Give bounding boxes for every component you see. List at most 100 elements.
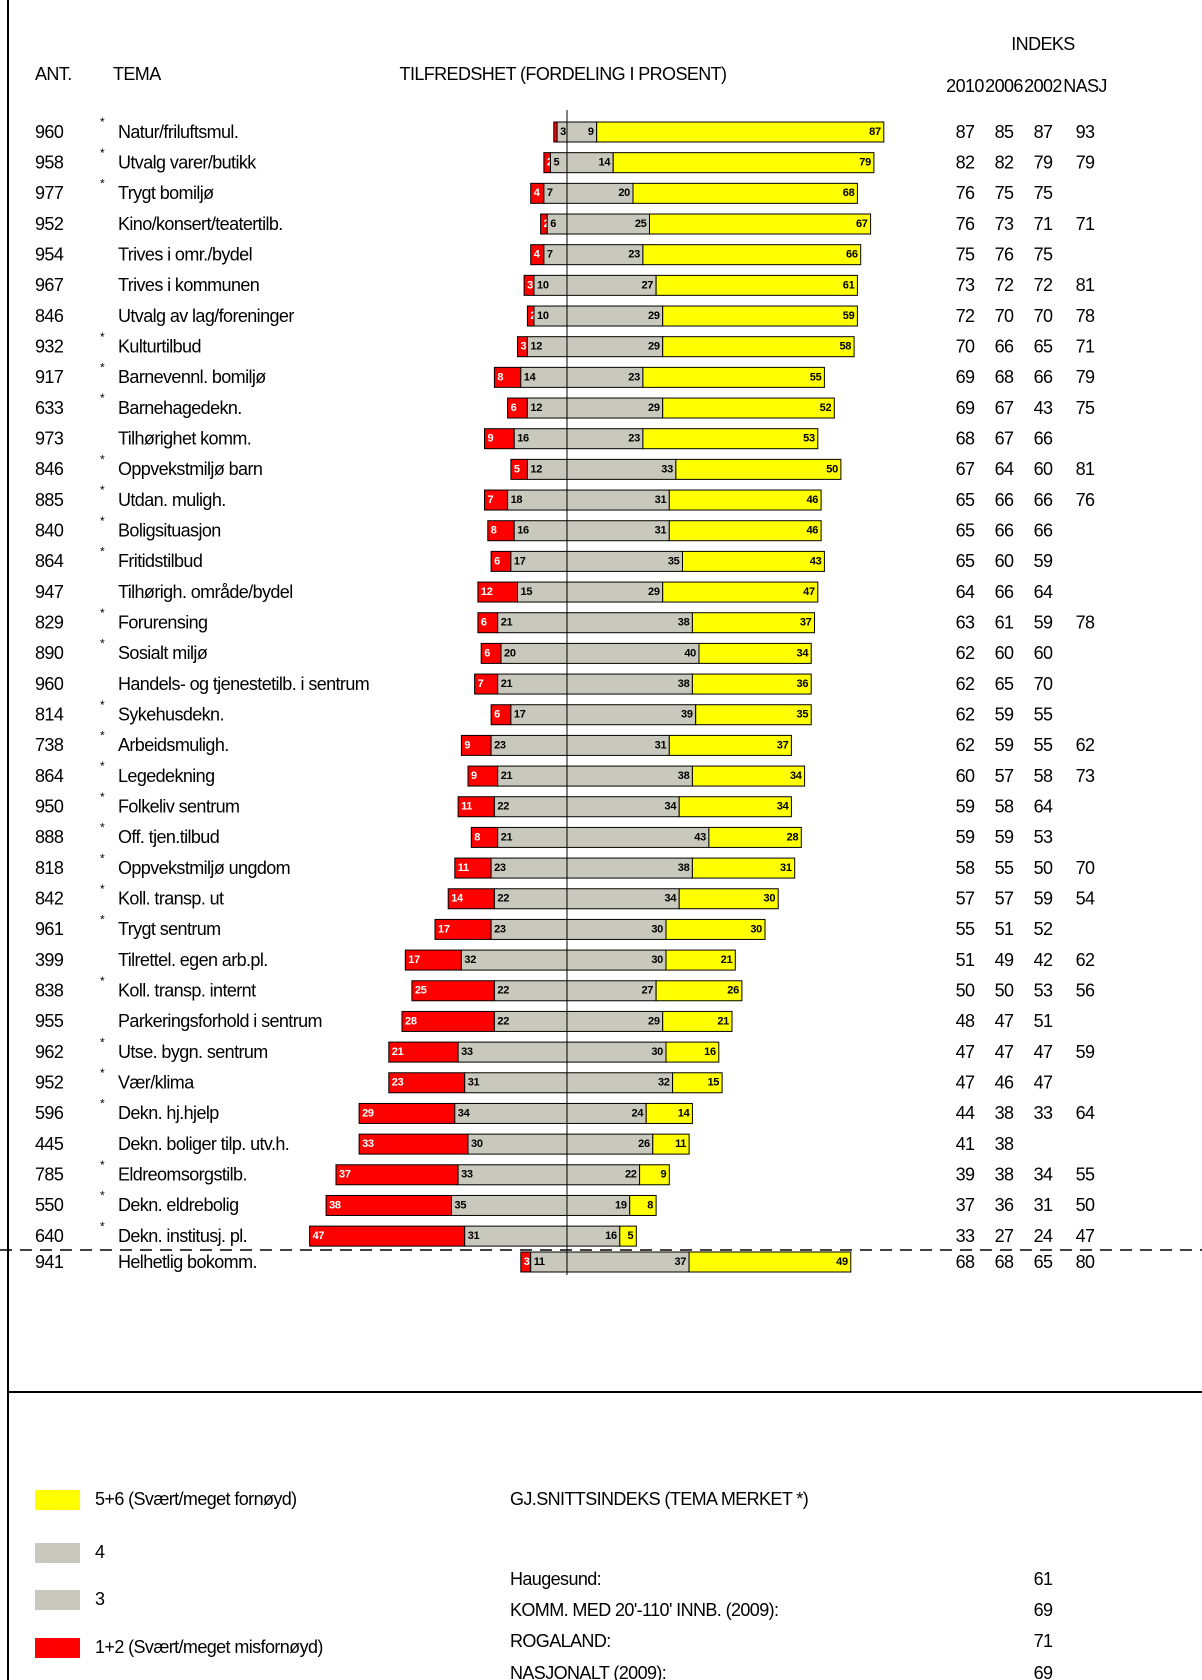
index-value: 60 — [995, 551, 1014, 571]
ant-value: 738 — [35, 735, 64, 755]
index-value: 93 — [1076, 122, 1095, 142]
tema-label: Tilrettel. egen arb.pl. — [118, 950, 268, 970]
index-value: 59 — [956, 796, 975, 816]
index-value: 68 — [995, 1252, 1014, 1272]
segment-label: 7 — [547, 249, 553, 261]
bar-segment — [668, 489, 822, 511]
index-value: 66 — [1034, 490, 1053, 510]
index-value: 24 — [1034, 1226, 1053, 1246]
bar-segment — [454, 1102, 568, 1124]
segment-label: 23 — [628, 249, 640, 261]
tema-label: Sosialt miljø — [118, 643, 208, 663]
index-value: 80 — [1076, 1252, 1095, 1272]
star-mark: * — [100, 177, 105, 191]
bar-segment — [691, 612, 816, 634]
ant-value: 977 — [35, 183, 64, 203]
index-value: 62 — [1076, 735, 1095, 755]
index-value: 55 — [1076, 1165, 1095, 1185]
ant-value: 445 — [35, 1134, 64, 1154]
index-value: 38 — [995, 1165, 1014, 1185]
segment-label: 11 — [461, 801, 472, 813]
tema-label: Koll. transp. internt — [118, 981, 256, 1001]
index-value: 57 — [995, 889, 1014, 909]
ant-value: 954 — [35, 244, 64, 264]
bar-segment — [566, 704, 697, 726]
index-value: 59 — [995, 827, 1014, 847]
bar-segment — [662, 305, 858, 327]
index-value: 73 — [956, 275, 975, 295]
star-mark: * — [100, 361, 105, 375]
index-value: 65 — [1034, 336, 1053, 356]
ant-value: 941 — [35, 1252, 64, 1272]
tema-label: Dekn. eldrebolig — [118, 1195, 238, 1215]
index-value: 57 — [956, 889, 975, 909]
segment-label: 16 — [605, 1230, 617, 1242]
index-value: 67 — [956, 459, 975, 479]
ant-value: 842 — [35, 889, 64, 909]
bar-segment — [566, 1251, 690, 1273]
index-value: 76 — [956, 214, 975, 234]
segment-label: 15 — [707, 1077, 719, 1089]
segment-label: 19 — [615, 1199, 627, 1211]
segment-label: 20 — [504, 647, 516, 659]
segment-label: 17 — [514, 555, 526, 567]
bar-segment — [460, 949, 568, 971]
index-value: 75 — [1034, 244, 1053, 264]
index-value: 55 — [995, 858, 1014, 878]
bar-segment — [645, 1102, 693, 1124]
segment-label: 23 — [494, 739, 506, 751]
bar-segment — [698, 642, 812, 664]
segment-label: 14 — [524, 371, 537, 383]
bar-segment — [629, 1194, 657, 1216]
bar-segment — [662, 581, 819, 603]
index-value: 55 — [956, 919, 975, 939]
star-mark: * — [100, 606, 105, 620]
tema-label: Parkeringsforhold i sentrum — [118, 1011, 322, 1031]
segment-label: 33 — [661, 463, 673, 475]
index-value: 73 — [995, 214, 1014, 234]
segment-label: 6 — [494, 709, 500, 721]
index-value: 50 — [995, 981, 1014, 1001]
segment-label: 34 — [458, 1107, 471, 1119]
index-value: 51 — [1034, 1011, 1053, 1031]
tema-label: Tilhørigh. område/bydel — [118, 582, 293, 602]
segment-label: 39 — [681, 709, 693, 721]
segment-label: 23 — [494, 862, 506, 874]
bar-segment — [566, 765, 693, 787]
index-value: 71 — [1034, 214, 1053, 234]
index-value: 59 — [1034, 889, 1053, 909]
index-value: 70 — [956, 336, 975, 356]
star-mark: * — [100, 729, 105, 743]
index-value: 47 — [956, 1042, 975, 1062]
bar-segment — [566, 888, 680, 910]
bar-segment — [566, 673, 693, 695]
summary-label: ROGALAND: — [510, 1631, 611, 1651]
segment-label: 22 — [497, 893, 509, 905]
segment-label: 11 — [458, 862, 469, 874]
bar-segment — [566, 857, 693, 879]
bar-segment — [451, 1194, 568, 1216]
index-value: 66 — [995, 582, 1014, 602]
index-value: 76 — [995, 244, 1014, 264]
index-value: 79 — [1034, 152, 1053, 172]
index-value: 60 — [995, 643, 1014, 663]
legend-swatch — [35, 1638, 80, 1658]
segment-label: 35 — [455, 1199, 467, 1211]
segment-label: 6 — [481, 617, 487, 629]
star-mark: * — [100, 851, 105, 865]
bar-segment — [464, 1225, 568, 1247]
tema-label: Off. tjen.tilbud — [118, 827, 219, 847]
ant-value: 818 — [35, 858, 64, 878]
index-value: 66 — [1034, 428, 1053, 448]
star-mark: * — [100, 637, 105, 651]
segment-label: 30 — [651, 954, 663, 966]
index-value: 70 — [995, 306, 1014, 326]
segment-label: 36 — [797, 678, 809, 690]
tema-label: Utse. bygn. sentrum — [118, 1042, 268, 1062]
index-value: 73 — [1076, 766, 1095, 786]
ant-value: 955 — [35, 1011, 64, 1031]
segment-label: 21 — [501, 831, 513, 843]
segment-label: 14 — [599, 157, 612, 169]
tema-label: Arbeidsmuligh. — [118, 735, 229, 755]
segment-label: 58 — [839, 341, 851, 353]
